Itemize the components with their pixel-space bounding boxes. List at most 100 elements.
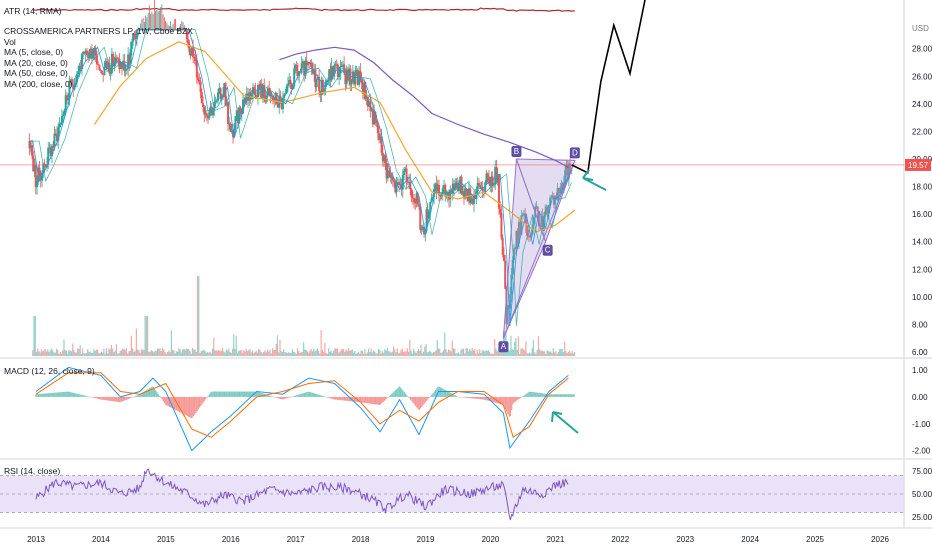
volume-bar xyxy=(409,339,411,356)
candle-body xyxy=(80,54,83,70)
macd-histogram-bar xyxy=(56,392,58,397)
candle-body xyxy=(189,51,192,56)
candle-body xyxy=(137,29,140,31)
candle-body xyxy=(489,183,492,187)
macd-histogram-bar xyxy=(464,396,467,398)
candle-body xyxy=(148,29,151,31)
macd-histogram-bar xyxy=(140,393,142,397)
volume-bar xyxy=(138,350,140,356)
candle-body xyxy=(92,54,95,59)
macd-histogram-bar xyxy=(210,392,212,397)
volume-bar xyxy=(289,352,291,356)
macd-histogram-bar xyxy=(506,396,508,412)
macd-histogram-bar xyxy=(402,390,404,397)
candle-body xyxy=(565,165,568,171)
volume-bar xyxy=(496,351,498,356)
volume-bar xyxy=(436,339,438,356)
macd-histogram-bar xyxy=(432,392,434,397)
candle-body xyxy=(431,197,434,199)
volume-bar xyxy=(471,348,473,356)
macd-histogram-bar xyxy=(303,392,306,397)
macd-histogram-bar xyxy=(198,396,201,408)
volume-bar xyxy=(451,340,453,356)
volume-bar xyxy=(274,349,276,356)
candle-body xyxy=(298,72,301,77)
volume-bar xyxy=(48,351,50,356)
volume-bar xyxy=(275,343,277,356)
volume-bar xyxy=(512,350,515,356)
volume-bar xyxy=(447,349,450,356)
volume-bar xyxy=(107,353,109,356)
macd-histogram-bar xyxy=(149,388,151,397)
macd-histogram-bar xyxy=(99,396,101,400)
candle-body xyxy=(274,92,277,102)
macd-histogram-bar xyxy=(483,396,485,400)
volume-bar xyxy=(264,350,266,356)
candle-body xyxy=(85,50,88,55)
macd-histogram-bar xyxy=(371,396,373,404)
macd-histogram-bar xyxy=(318,394,321,397)
volume-bar xyxy=(157,348,159,356)
candle-body xyxy=(485,173,488,183)
macd-histogram-bar xyxy=(186,396,188,416)
candle-body xyxy=(501,237,504,255)
macd-histogram-bar xyxy=(296,395,298,397)
candle-body xyxy=(423,226,426,235)
macd-histogram-bar xyxy=(523,395,525,397)
volume-bar xyxy=(526,353,528,356)
candle-body xyxy=(31,145,34,156)
indicator-ma5: MA (5, close, 0) xyxy=(4,47,64,57)
macd-histogram-bar xyxy=(320,395,322,397)
macd-histogram-bar xyxy=(75,393,77,397)
volume-bar xyxy=(243,349,245,356)
volume-bar xyxy=(63,339,65,356)
volume-bar xyxy=(288,352,290,356)
macd-histogram-bar xyxy=(548,394,550,397)
candle-body xyxy=(286,84,289,87)
macd-histogram-bar xyxy=(165,396,167,405)
volume-bar xyxy=(250,352,252,356)
candle-body xyxy=(304,60,307,76)
macd-histogram-bar xyxy=(156,392,158,397)
macd-histogram-bar xyxy=(388,396,390,397)
macd-histogram-bar xyxy=(478,396,480,400)
volume-bar xyxy=(424,346,426,356)
candle-body xyxy=(29,145,32,149)
volume-bar xyxy=(145,316,147,356)
macd-histogram-bar xyxy=(142,392,144,397)
macd-histogram-bar xyxy=(117,396,120,403)
volume-bar xyxy=(547,350,549,356)
candle-body xyxy=(99,70,102,72)
candle-body xyxy=(218,88,221,93)
volume-bar xyxy=(178,348,180,356)
candle-body xyxy=(479,184,482,189)
macd-histogram-bar xyxy=(474,396,477,399)
volume-bar xyxy=(118,353,120,356)
candle-body xyxy=(162,29,165,31)
macd-histogram-bar xyxy=(468,396,470,399)
candle-body xyxy=(355,70,358,74)
volume-bar xyxy=(381,351,383,356)
candle-body xyxy=(243,99,246,104)
candle-body xyxy=(454,186,457,191)
rsi-label: RSI (14, close) xyxy=(4,466,61,476)
volume-bar xyxy=(120,350,122,356)
macd-histogram-bar xyxy=(562,394,564,397)
candle-body xyxy=(276,103,279,108)
candle-body xyxy=(160,29,163,31)
macd-histogram-bar xyxy=(538,392,540,397)
candle-body xyxy=(331,66,334,77)
candle-body xyxy=(419,206,422,230)
volume-bar xyxy=(485,350,487,356)
candle-body xyxy=(150,29,153,31)
volume-bar xyxy=(552,348,554,356)
volume-bar xyxy=(259,349,261,356)
volume-bar xyxy=(98,353,100,356)
volume-bar xyxy=(539,349,541,356)
volume-bar xyxy=(437,348,440,356)
macd-histogram-bar xyxy=(193,396,196,415)
candle-body xyxy=(60,116,63,124)
macd-histogram-bar xyxy=(459,396,462,398)
macd-histogram-bar xyxy=(250,391,252,397)
macd-histogram-bar xyxy=(258,392,261,397)
